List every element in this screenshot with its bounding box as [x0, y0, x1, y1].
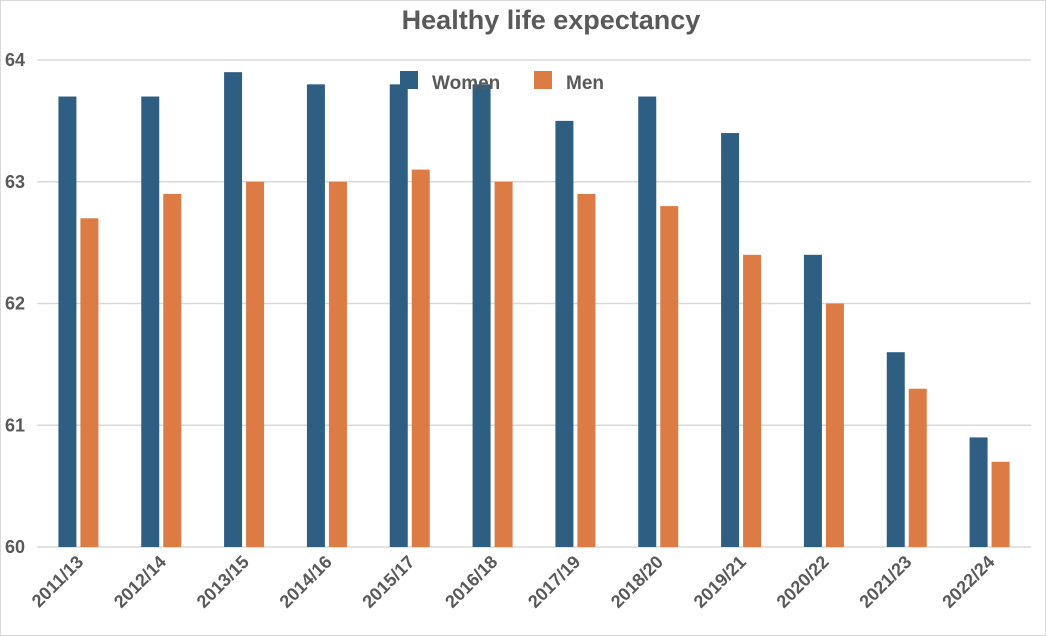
- bar-men-2018-20: [660, 206, 679, 547]
- bar-women-2012-14: [141, 96, 160, 548]
- y-tick-label: 62: [5, 294, 25, 314]
- bar-women-2021-23: [886, 352, 905, 547]
- grid-lines: [37, 59, 1031, 548]
- x-tick-label: 2018/20: [607, 552, 667, 612]
- bar-women-2016-18: [472, 84, 491, 547]
- bar-men-2015-17: [411, 169, 430, 547]
- legend-swatch-men: [534, 71, 552, 89]
- bar-men-2022-24: [991, 461, 1010, 547]
- legend: Women Men: [400, 71, 604, 94]
- bar-women-2013-15: [224, 72, 243, 548]
- y-tick-label: 63: [5, 172, 25, 192]
- bar-women-2022-24: [969, 437, 988, 547]
- bar-women-2020-22: [803, 254, 822, 548]
- x-tick-label: 2014/16: [276, 552, 336, 612]
- x-tick-label: 2017/19: [524, 552, 584, 612]
- bar-women-2018-20: [638, 96, 657, 548]
- y-axis-ticks: 60 61 62 63 64: [5, 50, 25, 557]
- x-tick-label: 2012/14: [110, 552, 170, 612]
- chart-title: Healthy life expectancy: [402, 5, 701, 35]
- bar-men-2013-15: [246, 181, 265, 547]
- bar-men-2014-16: [328, 181, 347, 547]
- bar-men-2012-14: [163, 193, 182, 548]
- bar-women-2014-16: [306, 84, 325, 547]
- x-axis-ticks: 2011/13 2012/14 2013/15 2014/16 2015/17 2016/…: [28, 552, 999, 612]
- bar-men-2016-18: [494, 181, 513, 547]
- bar-men-2020-22: [825, 303, 844, 547]
- x-tick-label: 2020/22: [773, 552, 833, 612]
- legend-label-women: Women: [432, 73, 500, 94]
- bar-women-2011-13: [58, 96, 77, 548]
- bars: [58, 72, 1010, 548]
- bar-men-2019-21: [743, 254, 762, 548]
- bar-men-2021-23: [908, 388, 927, 547]
- x-tick-label: 2013/15: [193, 552, 253, 612]
- bar-men-2017-19: [577, 193, 596, 548]
- bar-men-2011-13: [80, 218, 99, 547]
- legend-label-men: Men: [566, 73, 604, 94]
- x-tick-label: 2022/24: [938, 552, 998, 612]
- bar-women-2017-19: [555, 120, 574, 547]
- y-tick-label: 64: [5, 50, 25, 70]
- x-tick-label: 2016/18: [441, 552, 501, 612]
- x-tick-label: 2021/23: [855, 552, 915, 612]
- bar-women-2019-21: [721, 133, 740, 548]
- bar-women-2015-17: [389, 84, 408, 547]
- y-tick-label: 60: [5, 537, 25, 557]
- x-tick-label: 2019/21: [690, 552, 750, 612]
- legend-swatch-women: [400, 71, 418, 89]
- x-tick-label: 2015/17: [358, 552, 418, 612]
- x-tick-label: 2011/13: [28, 552, 87, 611]
- y-tick-label: 61: [5, 415, 25, 435]
